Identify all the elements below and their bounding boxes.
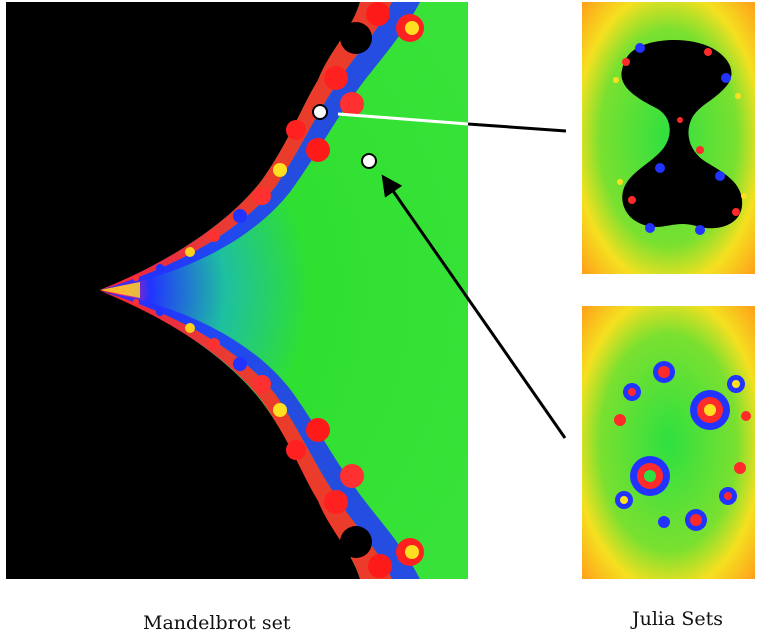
mandelbrot-boundary-lower xyxy=(100,291,424,579)
julia-caption: Julia Sets xyxy=(632,608,724,630)
mandelbrot-panel xyxy=(6,2,468,579)
julia-bottom-spiral-2 xyxy=(630,456,670,496)
connectors xyxy=(337,112,567,439)
marker-point-on-boundary xyxy=(312,104,328,120)
connector-top-white xyxy=(337,112,469,126)
marker-point-outside-set xyxy=(361,153,377,169)
connector-bottom-arrow xyxy=(381,174,567,439)
julia-bottom-spiral-1 xyxy=(690,390,730,430)
mandelbrot-cusp xyxy=(100,282,140,298)
julia-bottom-small-spirals xyxy=(614,361,751,531)
markers xyxy=(312,104,377,169)
mandelbrot-boundary-upper xyxy=(100,2,424,290)
julia-top-filled-set xyxy=(621,39,743,229)
connector-top-black xyxy=(467,122,567,133)
julia-bottom xyxy=(582,306,755,579)
mandelbrot-caption: Mandelbrot set xyxy=(143,612,291,634)
julia-top xyxy=(582,2,755,274)
mandelbrot-interior xyxy=(6,2,360,579)
